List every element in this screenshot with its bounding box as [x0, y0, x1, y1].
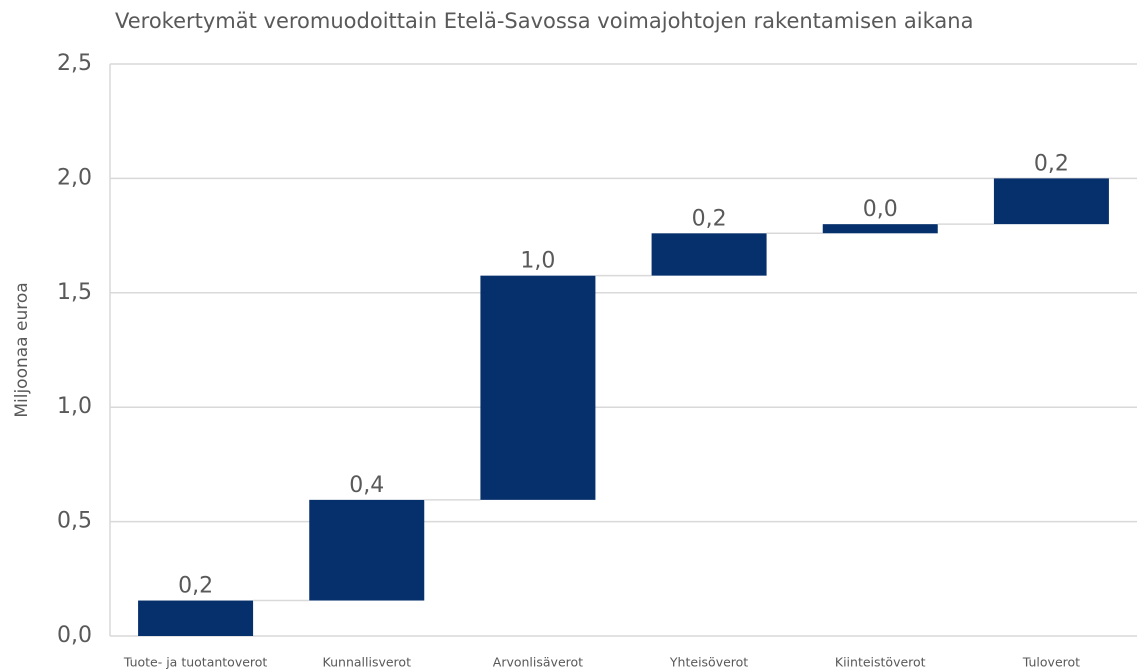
bar — [138, 600, 254, 636]
bar — [651, 233, 767, 276]
x-tick-label: Arvonlisäverot — [493, 655, 583, 670]
value-label: 0,2 — [178, 574, 213, 599]
bar — [309, 499, 425, 601]
y-tick-label: 2,0 — [57, 165, 92, 190]
value-label: 0,0 — [863, 197, 898, 222]
y-tick-label: 0,0 — [57, 623, 92, 648]
bar — [480, 275, 596, 500]
bar — [993, 178, 1109, 225]
x-tick-label: Yhteisöverot — [669, 655, 748, 670]
value-label: 0,4 — [349, 473, 384, 498]
x-tick-label: Kiinteistöverot — [835, 655, 926, 670]
value-label: 0,2 — [692, 206, 727, 231]
y-tick-label: 1,0 — [57, 394, 92, 419]
y-tick-label: 0,5 — [57, 509, 92, 534]
x-tick-label: Kunnallisverot — [323, 655, 412, 670]
chart-title: Verokertymät veromuodoittain Etelä-Savos… — [115, 9, 973, 33]
y-tick-label: 2,5 — [57, 51, 92, 76]
x-tick-label: Tuote- ja tuotantoverot — [123, 655, 268, 670]
x-tick-label: Tuloverot — [1022, 655, 1080, 670]
bar — [822, 224, 938, 234]
y-tick-label: 1,5 — [57, 280, 92, 305]
value-label: 1,0 — [520, 249, 555, 274]
y-axis-label: Miljoonaa euroa — [12, 282, 32, 417]
value-label: 0,2 — [1034, 151, 1069, 176]
